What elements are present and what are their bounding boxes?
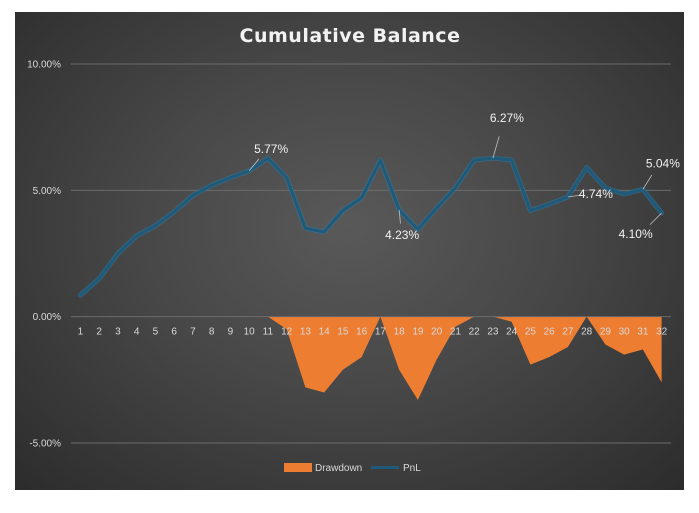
x-tick-label: 17 xyxy=(375,327,387,338)
data-label: 5.04% xyxy=(646,156,680,170)
x-tick-label: 24 xyxy=(506,327,518,338)
data-label: 4.10% xyxy=(619,227,653,241)
data-label: 6.27% xyxy=(490,111,524,125)
x-tick-label: 3 xyxy=(115,327,121,338)
x-tick-label: 27 xyxy=(562,327,574,338)
x-tick-label: 5 xyxy=(153,327,159,338)
legend-swatch-drawdown xyxy=(284,463,312,472)
data-label-leader xyxy=(567,194,581,198)
pnl-series xyxy=(77,155,665,298)
data-labels: 5.77% 4.23% 6.27% 4.74% 5.04% 4.10% xyxy=(248,111,680,242)
x-tick-label: 11 xyxy=(263,327,274,338)
data-label-leader xyxy=(642,174,653,190)
x-tick-label: 6 xyxy=(171,327,177,338)
x-tick-label: 15 xyxy=(337,327,349,338)
x-tick-label: 1 xyxy=(78,327,84,338)
y-tick-label: 10.00% xyxy=(27,60,61,71)
y-tick-label: 0.00% xyxy=(33,312,61,323)
data-label: 4.74% xyxy=(579,187,613,201)
y-axis-ticks: 10.00% 5.00% 0.00% -5.00% xyxy=(27,60,61,450)
x-tick-label: 32 xyxy=(656,327,668,338)
legend-item-pnl[interactable]: PnL xyxy=(371,463,421,474)
x-tick-label: 20 xyxy=(431,327,443,338)
data-label-leader xyxy=(492,136,500,159)
data-label-leader xyxy=(649,212,662,225)
x-tick-label: 31 xyxy=(637,327,649,338)
gridlines xyxy=(71,63,671,444)
chart-title: Cumulative Balance xyxy=(240,25,461,47)
data-label-leader xyxy=(398,209,401,224)
legend-item-drawdown[interactable]: Drawdown xyxy=(284,463,362,474)
x-tick-label: 18 xyxy=(394,327,406,338)
legend-label-pnl: PnL xyxy=(403,463,421,474)
x-tick-label: 30 xyxy=(619,327,631,338)
data-label: 4.23% xyxy=(385,228,419,242)
x-tick-label: 12 xyxy=(281,327,293,338)
x-tick-label: 28 xyxy=(581,327,593,338)
x-tick-label: 21 xyxy=(450,327,462,338)
x-tick-label: 22 xyxy=(469,327,481,338)
data-label-leader xyxy=(248,158,260,172)
pnl-line xyxy=(78,156,664,297)
drawdown-series xyxy=(71,316,671,401)
y-tick-label: 5.00% xyxy=(33,186,61,197)
x-tick-label: 4 xyxy=(134,327,140,338)
x-tick-label: 25 xyxy=(525,327,537,338)
x-axis-ticks: 1 2 3 4 5 6 7 8 9 10 11 12 13 14 15 16 17 18 19 20 21 22 23 24 2… xyxy=(78,327,668,338)
drawdown-area xyxy=(80,316,662,401)
chart-canvas: Cumulative Balance 10.00% 5.00% 0.00% -5.00… xyxy=(27,25,680,474)
legend-label-drawdown: Drawdown xyxy=(315,463,362,474)
x-tick-label: 7 xyxy=(190,327,196,338)
x-tick-label: 13 xyxy=(300,327,312,338)
x-tick-label: 16 xyxy=(356,327,368,338)
x-tick-label: 26 xyxy=(544,327,556,338)
x-tick-label: 14 xyxy=(319,327,331,338)
y-tick-label: -5.00% xyxy=(29,439,61,450)
x-tick-label: 23 xyxy=(487,327,499,338)
x-tick-label: 8 xyxy=(209,327,215,338)
data-label: 5.77% xyxy=(254,142,288,156)
x-tick-label: 2 xyxy=(96,327,102,338)
x-tick-label: 19 xyxy=(412,327,424,338)
chart-area: Cumulative Balance 10.00% 5.00% 0.00% -5.00… xyxy=(15,12,684,490)
x-tick-label: 29 xyxy=(600,327,612,338)
x-tick-label: 10 xyxy=(244,327,256,338)
legend[interactable]: Drawdown PnL xyxy=(284,463,421,474)
x-tick-label: 9 xyxy=(228,327,234,338)
